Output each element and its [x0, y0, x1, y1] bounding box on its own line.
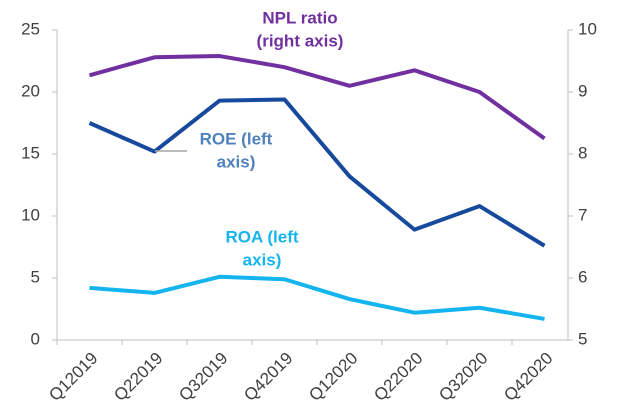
series-line [89, 274, 545, 321]
y2-tick-label: 7 [578, 205, 587, 224]
y2-tick-label: 8 [578, 143, 587, 162]
annotation: ROA (left [225, 227, 298, 246]
annotation: NPL ratio [262, 8, 337, 27]
x-tick-label: Q42019 [240, 349, 296, 405]
series-line [88, 54, 546, 141]
x-tick-label: Q12020 [305, 349, 361, 405]
x-tick-label: Q42020 [500, 349, 556, 405]
annotation: (right axis) [257, 31, 344, 50]
y2-tick-label: 5 [578, 329, 587, 348]
series-line [88, 97, 546, 248]
y-tick-label: 5 [31, 267, 40, 286]
y-tick-label: 10 [21, 205, 40, 224]
y-tick-label: 20 [21, 81, 40, 100]
x-tick-label: Q32020 [435, 349, 491, 405]
x-tick-label: Q32019 [175, 349, 231, 405]
y2-tick-label: 9 [578, 81, 587, 100]
x-tick-label: Q22019 [110, 349, 166, 405]
y-tick-label: 0 [31, 329, 40, 348]
y2-tick-label: 6 [578, 267, 587, 286]
annotation: axis) [217, 152, 256, 171]
y-tick-label: 25 [21, 19, 40, 38]
y2-tick-label: 10 [578, 19, 597, 38]
x-tick-label: Q22020 [370, 349, 426, 405]
x-tick-label: Q12019 [45, 349, 101, 405]
annotation: axis) [243, 250, 282, 269]
y-tick-label: 15 [21, 143, 40, 162]
annotation: ROE (left [200, 129, 273, 148]
